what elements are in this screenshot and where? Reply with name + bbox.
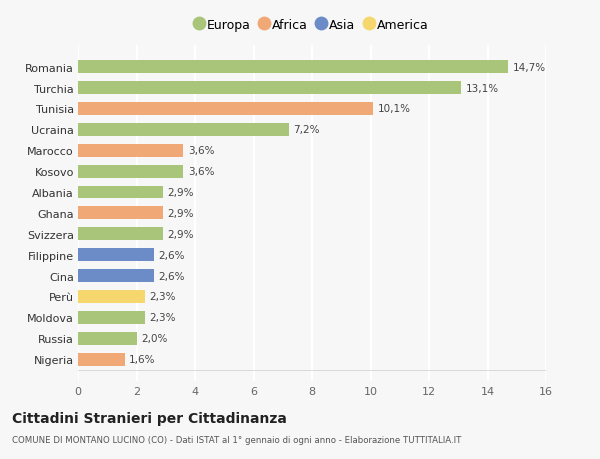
Bar (78, 311, 145, 324)
Bar (78, 249, 154, 262)
Text: 1,6%: 1,6% (129, 354, 155, 364)
Bar (78, 123, 289, 137)
Text: 10,1%: 10,1% (378, 104, 411, 114)
Bar (78, 332, 137, 345)
Bar (78, 290, 145, 303)
Bar (78, 103, 373, 116)
Text: 2,9%: 2,9% (167, 230, 194, 239)
Bar (78, 61, 508, 74)
Bar (78, 353, 125, 366)
Text: 2,3%: 2,3% (149, 313, 176, 323)
Bar (78, 207, 163, 220)
Text: 2,9%: 2,9% (167, 188, 194, 197)
Text: COMUNE DI MONTANO LUCINO (CO) - Dati ISTAT al 1° gennaio di ogni anno - Elaboraz: COMUNE DI MONTANO LUCINO (CO) - Dati IST… (12, 435, 461, 444)
Bar (78, 228, 163, 241)
Text: 14,7%: 14,7% (512, 62, 545, 73)
Bar (78, 269, 154, 282)
Text: Cittadini Stranieri per Cittadinanza: Cittadini Stranieri per Cittadinanza (12, 411, 287, 425)
Text: 2,9%: 2,9% (167, 208, 194, 218)
Text: 2,3%: 2,3% (149, 292, 176, 302)
Text: 7,2%: 7,2% (293, 125, 319, 135)
Bar (78, 145, 184, 157)
Text: 2,6%: 2,6% (158, 271, 185, 281)
Bar (78, 186, 163, 199)
Text: 13,1%: 13,1% (466, 84, 499, 94)
Text: 3,6%: 3,6% (188, 167, 214, 177)
Legend: Europa, Africa, Asia, America: Europa, Africa, Asia, America (191, 14, 433, 37)
Text: 2,6%: 2,6% (158, 250, 185, 260)
Bar (78, 82, 461, 95)
Text: 3,6%: 3,6% (188, 146, 214, 156)
Bar (78, 165, 184, 178)
Text: 2,0%: 2,0% (141, 333, 167, 343)
